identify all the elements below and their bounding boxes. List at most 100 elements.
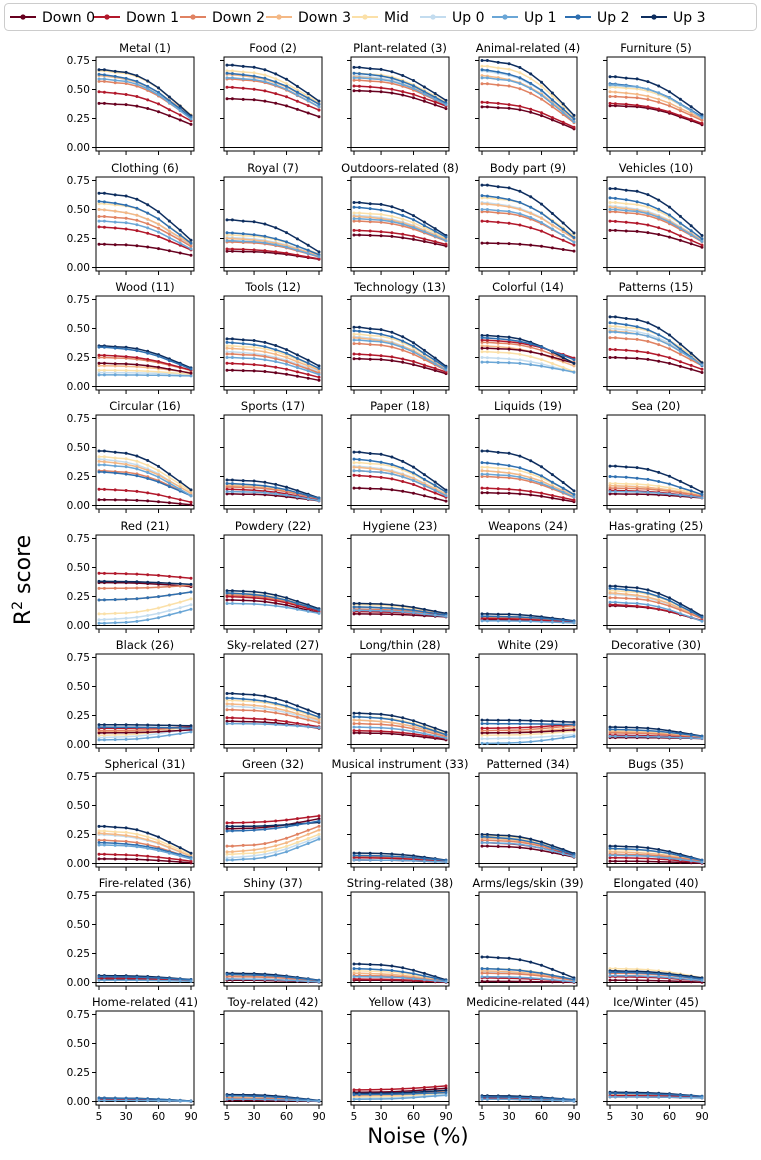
data-point [285,841,288,845]
data-point [550,223,554,227]
series-up-1 [352,338,448,372]
legend-swatch-marker [276,14,282,20]
data-point [178,502,182,506]
data-point [496,487,500,491]
data-point [189,253,193,257]
data-point [306,111,310,115]
series-line [226,717,320,728]
data-point [689,489,693,493]
data-point [540,842,543,846]
data-point [124,216,128,220]
data-point [263,597,267,601]
data-point [529,72,533,76]
data-point [572,855,576,859]
y-tick-label: 0.50 [67,562,90,574]
data-point [252,220,256,224]
data-point [357,971,361,975]
data-point [263,820,267,824]
data-point [624,220,628,224]
data-point [230,347,234,350]
data-point [178,365,182,369]
data-point [225,852,229,856]
data-point [178,600,182,604]
data-point [368,452,372,455]
data-point [295,607,299,611]
data-point [480,100,484,104]
data-point [135,104,139,108]
data-point [252,98,256,102]
data-point [167,726,171,730]
data-point [146,976,150,980]
data-point [135,349,139,353]
data-point [444,368,448,372]
data-point [230,598,234,602]
data-point [306,837,310,840]
data-point [518,189,522,193]
data-point [352,205,356,209]
y-tick-label: 0.50 [67,800,90,812]
data-point [507,617,511,621]
data-point [241,356,245,360]
data-point [496,106,500,110]
data-point [167,249,171,253]
series-line [609,728,703,738]
data-point [124,586,128,590]
data-point [368,220,372,224]
series-line [354,339,447,371]
data-point [390,852,394,856]
data-point [496,66,500,70]
data-point [689,109,693,113]
data-point [480,737,484,741]
data-point [274,847,278,851]
data-point [352,969,356,973]
data-point [379,609,383,613]
data-point [624,317,628,320]
data-point [274,701,278,705]
series-line [610,316,703,364]
data-point [113,1098,117,1102]
data-point [401,859,405,862]
data-point [480,241,484,245]
data-point [518,104,522,108]
data-point [295,602,299,605]
series-down-1 [480,486,576,502]
data-point [135,619,139,623]
data-point [422,857,426,860]
data-point [295,832,299,836]
data-point [613,228,617,232]
data-point [252,87,256,91]
series-line [353,466,447,495]
data-point [102,843,106,847]
data-point [507,351,511,355]
data-point [225,71,229,75]
data-point [657,470,661,474]
data-point [167,581,171,585]
series-down-1 [352,473,448,499]
data-point [368,977,372,981]
series-up-1 [480,472,576,499]
data-point [241,342,245,346]
data-point [390,91,394,95]
data-point [263,364,267,368]
series-up-3 [352,201,448,237]
data-point [157,611,160,615]
data-point [146,351,150,355]
series-up-1 [97,730,193,742]
data-point [274,697,278,701]
data-point [230,716,234,720]
data-point [285,251,288,255]
data-point [157,849,160,852]
data-point [306,243,310,247]
data-point [178,369,182,373]
series-line [226,350,320,373]
y-tick-label: 0.00 [67,262,90,274]
data-point [496,741,500,745]
data-point [657,607,661,611]
data-point [485,101,489,104]
data-point [167,225,171,229]
data-point [317,721,321,725]
data-point [480,619,484,623]
data-point [608,974,612,978]
series-line [482,242,575,252]
